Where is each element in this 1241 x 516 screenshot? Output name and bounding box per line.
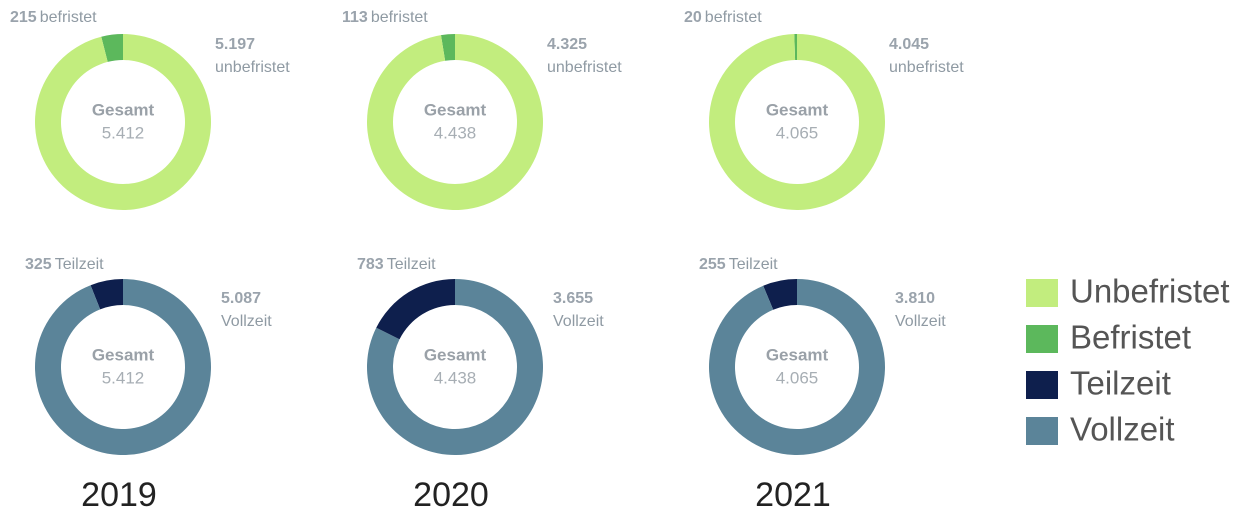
- segment-value: 5.197: [215, 36, 255, 53]
- segment-name: befristet: [705, 9, 762, 26]
- segment-value: 215: [10, 9, 37, 26]
- segment-name: Teilzeit: [729, 256, 778, 273]
- center-title: Gesamt: [92, 100, 155, 119]
- legend-swatch: [1026, 371, 1058, 399]
- legend-label: Teilzeit: [1070, 365, 1171, 402]
- segment-value: 20: [684, 9, 702, 26]
- segment-label: 325 Teilzeit: [25, 256, 104, 273]
- segment-name: Teilzeit: [387, 256, 436, 273]
- segment-name: befristet: [371, 9, 428, 26]
- legend-swatch: [1026, 279, 1058, 307]
- segment-name: Vollzeit: [895, 313, 946, 330]
- segment-name: Teilzeit: [55, 256, 104, 273]
- year-label: 2021: [755, 476, 831, 514]
- segment-value: 783: [357, 256, 384, 273]
- center-value: 5.412: [102, 368, 145, 387]
- segment-value: 3.655: [553, 290, 593, 307]
- segment-value: 325: [25, 256, 52, 273]
- donut-segment: [708, 279, 885, 456]
- segment-name: unbefristet: [215, 59, 290, 76]
- segment-value: 4.325: [547, 36, 587, 53]
- segment-value: 4.045: [889, 36, 929, 53]
- segment-label: 20 befristet: [684, 9, 762, 26]
- donut-segment: [440, 34, 455, 61]
- legend-label: Unbefristet: [1070, 273, 1230, 310]
- center-title: Gesamt: [424, 100, 487, 119]
- donut-segment: [101, 34, 123, 62]
- year-label: 2019: [81, 476, 157, 514]
- donut-segment: [794, 34, 797, 61]
- segment-label: 783 Teilzeit: [357, 256, 436, 273]
- donut-segment: [763, 279, 797, 310]
- legend-swatch: [1026, 325, 1058, 353]
- donut-segment: [376, 279, 455, 340]
- segment-value: 255: [699, 256, 726, 273]
- segment-name: unbefristet: [889, 59, 964, 76]
- segment-name: Vollzeit: [553, 313, 604, 330]
- center-title: Gesamt: [766, 100, 829, 119]
- center-value: 4.065: [776, 368, 819, 387]
- center-value: 4.065: [776, 123, 819, 142]
- donut-segment: [367, 279, 543, 455]
- segment-label: 215 befristet: [10, 9, 97, 26]
- segment-value: 5.087: [221, 290, 261, 307]
- donut-segment: [34, 34, 211, 211]
- donut-segment: [35, 279, 212, 456]
- center-title: Gesamt: [92, 345, 155, 364]
- segment-label: 113 befristet: [342, 9, 428, 26]
- donut-segment: [90, 279, 123, 310]
- segment-name: befristet: [40, 9, 97, 26]
- donut-segment: [366, 34, 543, 210]
- center-value: 4.438: [434, 123, 477, 142]
- center-value: 4.438: [434, 368, 477, 387]
- legend-label: Vollzeit: [1070, 411, 1175, 448]
- segment-label: 255 Teilzeit: [699, 256, 778, 273]
- segment-value: 3.810: [895, 290, 935, 307]
- year-label: 2020: [413, 476, 489, 514]
- segment-value: 113: [342, 9, 368, 26]
- donut-segment: [709, 34, 885, 210]
- center-title: Gesamt: [424, 345, 487, 364]
- legend-label: Befristet: [1070, 319, 1191, 356]
- segment-name: unbefristet: [547, 59, 622, 76]
- legend-swatch: [1026, 417, 1058, 445]
- center-value: 5.412: [102, 123, 145, 142]
- center-title: Gesamt: [766, 345, 829, 364]
- segment-name: Vollzeit: [221, 313, 272, 330]
